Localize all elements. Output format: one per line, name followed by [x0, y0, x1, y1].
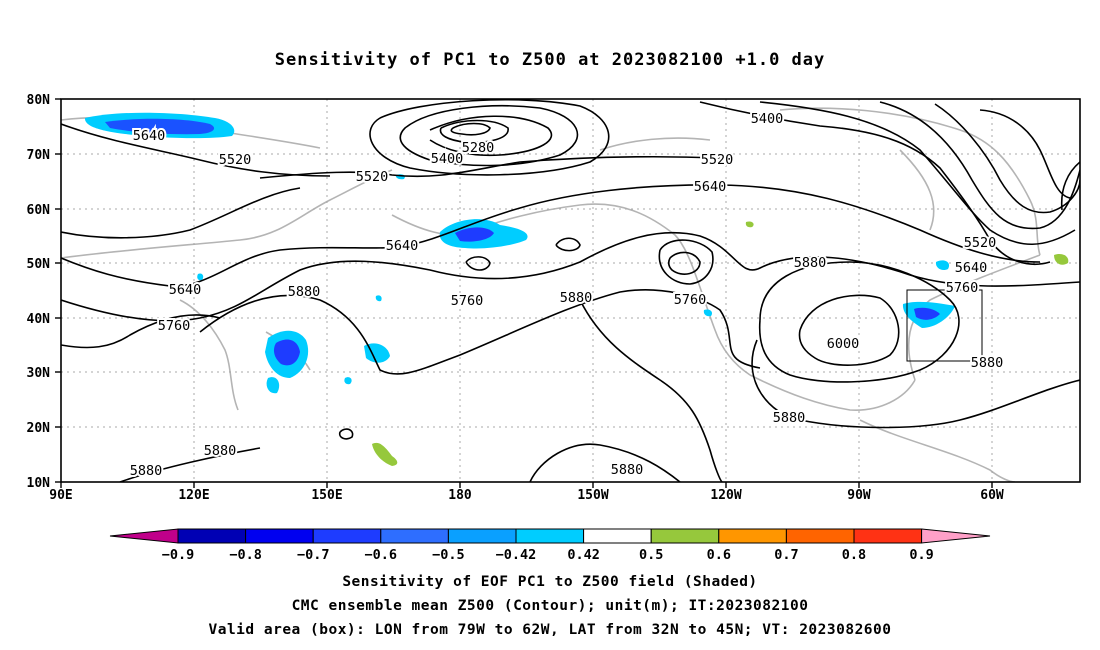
- contour-label: 5520: [964, 235, 997, 251]
- contour-label: 5760: [158, 318, 191, 334]
- colorbar-high-triangle: [921, 528, 991, 544]
- colorbar-cell: [245, 528, 314, 544]
- footer-line-valid-area: Valid area (box): LON from 79W to 62W, L…: [208, 622, 892, 638]
- colorbar-cell: [312, 528, 382, 544]
- coastlines: [61, 107, 1041, 482]
- axis-ticks: [55, 98, 993, 488]
- contour-label: 5640: [386, 238, 419, 254]
- sensitivity-shading: [84, 112, 1069, 466]
- contour-label: 6000: [827, 336, 860, 352]
- lat-label: 60N: [27, 203, 51, 218]
- contour-label: 5760: [946, 280, 979, 296]
- grid: [61, 99, 1080, 482]
- colorbar-label: 0.8: [842, 547, 866, 563]
- colorbar-cell: [447, 528, 517, 544]
- lat-label: 70N: [27, 148, 51, 163]
- contour-label: 5640: [169, 282, 202, 298]
- latitude-labels: 80N 70N 60N 50N 40N 30N 20N 10N: [27, 93, 51, 491]
- lon-label: 150E: [311, 488, 342, 503]
- longitude-labels: 90E 120E 150E 180 150W 120W 90W 60W: [49, 488, 1004, 503]
- contour-label: 5880: [773, 410, 806, 426]
- colorbar-label: −0.8: [229, 547, 262, 563]
- map-frame: [60, 98, 1081, 483]
- colorbar-label: −0.6: [365, 547, 398, 563]
- colorbar-label: −0.5: [432, 547, 465, 563]
- footer-line-shading: Sensitivity of EOF PC1 to Z500 field (Sh…: [342, 574, 758, 590]
- colorbar-label: −0.9: [162, 547, 195, 563]
- lon-label: 60W: [980, 488, 1004, 503]
- contour-label: 5400: [751, 111, 784, 127]
- colorbar-label: 0.6: [707, 547, 731, 563]
- lat-label: 40N: [27, 312, 51, 327]
- contour-label: 5760: [674, 292, 707, 308]
- colorbar-cell: [177, 528, 247, 544]
- lon-label: 120W: [710, 488, 741, 503]
- colorbar-label: 0.7: [774, 547, 798, 563]
- colorbar-label: −0.42: [496, 547, 537, 563]
- footer-line-contour: CMC ensemble mean Z500 (Contour); unit(m…: [291, 598, 809, 614]
- colorbar-cell: [853, 528, 923, 544]
- colorbar-cell: [785, 528, 855, 544]
- colorbar-cell: [718, 528, 787, 544]
- lon-label: 90W: [847, 488, 871, 503]
- lon-label: 90E: [49, 488, 72, 503]
- contour-label: 5520: [701, 152, 734, 168]
- contour-label: 5400: [431, 151, 464, 167]
- contour-label: 5760: [451, 293, 484, 309]
- colorbar-cell: [515, 528, 585, 544]
- contour-label: 5520: [356, 169, 389, 185]
- lat-label: 20N: [27, 421, 51, 436]
- colorbar-labels: −0.9 −0.8 −0.7 −0.6 −0.5 −0.42 0.42 0.5 …: [162, 547, 934, 563]
- lon-label: 120E: [178, 488, 209, 503]
- contour-label: 5880: [611, 462, 644, 478]
- lon-label: 180: [448, 488, 472, 503]
- contour-label: 5880: [130, 463, 163, 479]
- lat-label: 30N: [27, 366, 51, 381]
- contour-label: 5880: [204, 443, 237, 459]
- contour-label: 5880: [288, 284, 321, 300]
- colorbar-label: 0.5: [639, 547, 663, 563]
- lat-label: 50N: [27, 257, 51, 272]
- contour-labels: 5640 5520 5280 5400 5520 5400 5520 5640 …: [128, 109, 1006, 481]
- contour-label: 5880: [794, 255, 827, 271]
- contour-label: 5640: [955, 260, 988, 276]
- lat-label: 10N: [27, 476, 51, 491]
- contour-label: 5880: [560, 290, 593, 306]
- contour-label: 5880: [971, 355, 1004, 371]
- colorbar-cell: [583, 528, 652, 544]
- colorbar-low-triangle: [109, 528, 179, 544]
- colorbar: [109, 528, 991, 544]
- chart-title: Sensitivity of PC1 to Z500 at 2023082100…: [274, 50, 826, 70]
- colorbar-label: 0.42: [567, 547, 600, 563]
- contour-label: 5640: [694, 179, 727, 195]
- z500-contours: [61, 99, 1080, 482]
- valid-area-box: [906, 289, 983, 362]
- lon-label: 150W: [577, 488, 608, 503]
- colorbar-cell: [380, 528, 449, 544]
- lat-label: 80N: [27, 93, 51, 108]
- colorbar-label: 0.9: [909, 547, 933, 563]
- contour-label: 5640: [133, 128, 166, 144]
- colorbar-cell: [650, 528, 720, 544]
- colorbar-label: −0.7: [297, 547, 330, 563]
- contour-label: 5280: [462, 140, 495, 156]
- contour-label: 5520: [219, 152, 252, 168]
